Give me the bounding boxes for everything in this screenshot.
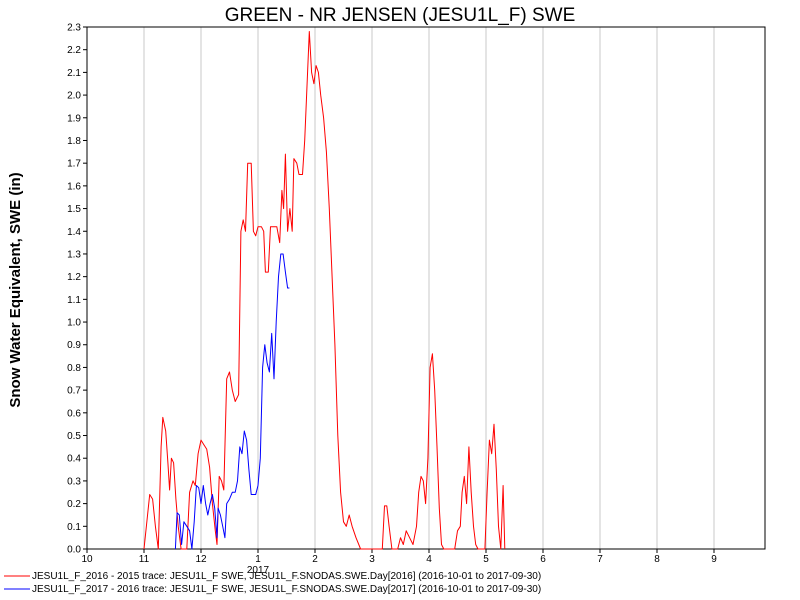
x-tick-label: 5 xyxy=(483,554,489,565)
x-tick-label: 3 xyxy=(369,554,375,565)
y-tick-label: 2.3 xyxy=(67,23,81,34)
x-axis-ticks: 10 11 12 1 2 3 4 5 6 7 8 9 xyxy=(81,549,717,565)
y-tick-label: 1.7 xyxy=(67,159,81,170)
x-tick-label: 10 xyxy=(81,554,93,565)
plot-area-frame xyxy=(86,26,766,550)
y-tick-label: 2.0 xyxy=(67,91,81,102)
legend-label-2016: JESU1L_F_2016 - 2015 trace: JESU1L_F SWE… xyxy=(32,571,541,582)
y-tick-label: 0.5 xyxy=(67,431,81,442)
y-tick-label: 1.5 xyxy=(67,204,81,215)
y-tick-label: 1.2 xyxy=(67,272,81,283)
x-tick-label: 12 xyxy=(195,554,207,565)
x-tick-label: 4 xyxy=(426,554,432,565)
y-tick-label: 1.4 xyxy=(67,227,81,238)
y-tick-label: 1.3 xyxy=(67,249,81,260)
y-tick-label: 0.1 xyxy=(67,522,81,533)
y-tick-label: 0.3 xyxy=(67,476,81,487)
y-tick-label: 1.0 xyxy=(67,318,81,329)
legend-label-2017: JESU1L_F_2017 - 2016 trace: JESU1L_F SWE… xyxy=(32,584,541,595)
x-tick-label: 7 xyxy=(597,554,603,565)
x-tick-label: 1 xyxy=(255,554,261,565)
y-tick-label: 0.4 xyxy=(67,454,81,465)
x-tick-label: 8 xyxy=(654,554,660,565)
y-tick-label: 0.8 xyxy=(67,363,81,374)
x-tick-label: 6 xyxy=(540,554,546,565)
y-tick-label: 0.7 xyxy=(67,386,81,397)
x-tick-label: 11 xyxy=(139,554,150,565)
series-line-1 xyxy=(174,253,290,550)
y-tick-label: 1.9 xyxy=(67,113,81,124)
y-tick-label: 0.9 xyxy=(67,340,81,351)
y-tick-label: 1.6 xyxy=(67,181,81,192)
y-tick-label: 2.1 xyxy=(67,68,81,79)
x-tick-label: 9 xyxy=(711,554,717,565)
y-axis-ticks: 0.0 0.1 0.2 0.3 0.4 0.5 0.6 0.7 0.8 0.9 1.0 1.1 1.2 1… xyxy=(67,23,87,556)
legend: JESU1L_F_2016 - 2015 trace: JESU1L_F SWE… xyxy=(4,571,541,595)
y-tick-label: 1.1 xyxy=(67,295,81,306)
y-tick-label: 0.0 xyxy=(67,545,81,556)
gridlines xyxy=(143,27,715,549)
y-tick-label: 0.2 xyxy=(67,499,81,510)
series-line-0 xyxy=(143,31,506,550)
x-tick-label: 2 xyxy=(312,554,318,565)
y-axis-label: Snow Water Equivalent, SWE (in) xyxy=(7,172,24,407)
year-label: 2017 xyxy=(247,565,270,576)
chart-title: GREEN - NR JENSEN (JESU1L_F) SWE xyxy=(225,5,576,26)
y-tick-label: 0.6 xyxy=(67,408,81,419)
y-tick-label: 2.2 xyxy=(67,45,81,56)
y-tick-label: 1.8 xyxy=(67,136,81,147)
series-layer xyxy=(143,31,506,550)
